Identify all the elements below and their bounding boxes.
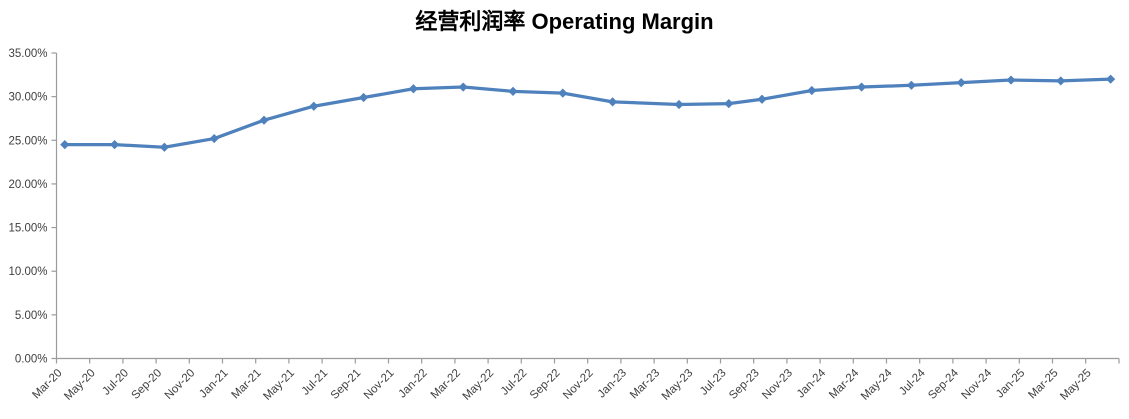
data-point-marker [508,86,518,97]
x-axis-tick-label: Jul-23 [698,367,729,398]
x-axis-tick-label: May-24 [859,367,895,403]
x-axis-tick-label: Sep-21 [329,367,364,402]
data-point-marker [1006,75,1016,85]
x-axis-tick-label: Sep-20 [130,367,165,402]
x-axis-tick-label: Sep-24 [926,367,961,402]
data-point-marker [259,115,269,125]
data-point-marker [359,92,369,103]
data-point-marker [60,140,70,150]
x-axis-tick-label: Nov-22 [561,367,596,402]
data-point-marker [1056,76,1066,86]
x-axis-tick-label: Jul-24 [897,367,928,398]
x-axis-tick-label: Mar-20 [30,367,64,401]
data-point-marker [857,82,867,92]
data-point-marker [906,80,916,90]
data-point-marker [558,88,568,98]
data-point-marker [757,94,767,104]
x-axis-tick-label: Mar-25 [1026,367,1060,401]
x-axis-tick-label: May-21 [261,367,297,403]
data-point-marker [110,140,120,150]
data-point-marker [408,84,418,94]
x-axis-tick-label: Sep-23 [727,367,762,402]
y-axis-tick-label: 5.00% [15,310,48,322]
x-axis-tick-label: May-22 [461,367,497,403]
data-point-marker [309,101,319,111]
y-axis-tick-label: 25.00% [8,135,47,147]
x-axis-tick-label: Nov-24 [960,367,995,402]
y-axis-tick-label: 30.00% [8,92,47,104]
x-axis-tick-label: Jul-21 [300,367,331,398]
x-axis-tick-label: Jul-20 [100,367,131,398]
y-axis-tick-label: 0.00% [15,354,48,366]
data-point-marker [956,78,966,88]
data-point-marker [159,142,169,152]
y-axis-tick-label: 10.00% [8,266,47,278]
series-line [63,77,1113,149]
x-axis-tick-label: Jan-22 [396,367,429,400]
data-point-marker [807,85,817,96]
x-axis-tick-label: May-20 [62,367,98,403]
y-axis-tick-label: 15.00% [8,223,47,235]
chart-title: 经营利润率 Operating Margin [415,9,714,34]
x-axis-tick-label: Nov-23 [760,367,795,402]
data-point-marker [724,99,734,109]
x-axis-tick-label: Jul-22 [499,367,530,398]
data-point-marker [674,99,684,110]
x-axis-tick-label: Mar-24 [827,367,862,402]
x-axis-tick-label: Mar-23 [628,367,662,401]
x-axis-tick-label: Mar-21 [230,367,264,401]
data-point-marker [608,97,618,107]
x-axis-tick-label: Sep-22 [528,367,563,402]
data-point-marker [458,82,468,92]
x-axis-tick-label: Jan-23 [596,367,629,400]
y-axis-tick-label: 35.00% [8,48,47,60]
x-axis-tick-label: Mar-22 [429,367,463,401]
x-axis-tick-label: Jan-24 [795,367,829,401]
data-point-marker [209,133,219,144]
x-axis-tick-label: Jan-21 [197,367,230,400]
x-axis-tick-label: Jan-25 [994,367,1027,400]
data-point-marker [1106,74,1116,84]
x-axis-tick-label: May-25 [1058,367,1094,403]
x-axis-tick-label: May-23 [660,367,696,403]
x-axis-tick-label: Nov-21 [362,367,397,402]
y-axis-tick-label: 20.00% [8,179,47,191]
x-axis-tick-label: Nov-20 [163,367,198,402]
